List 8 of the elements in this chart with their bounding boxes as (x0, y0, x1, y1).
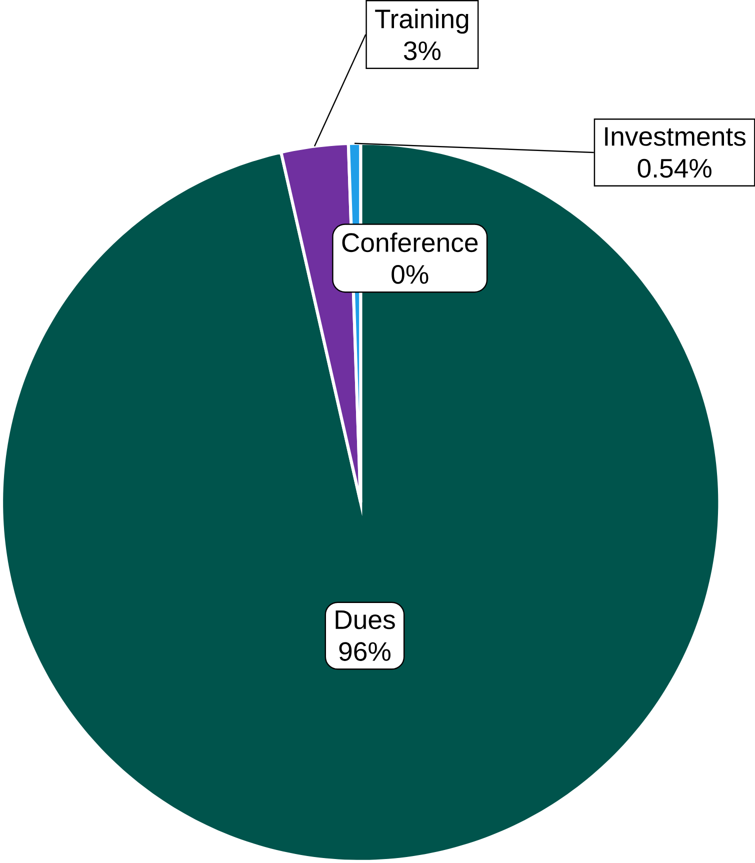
data-label: 0.54% (638, 158, 712, 178)
data-label: 96% (339, 642, 390, 661)
slice-label: Training (374, 8, 468, 34)
legend-label: Conference (342, 232, 478, 252)
slice-label: Investments (605, 127, 746, 146)
text: 0% (391, 264, 428, 284)
slice-label: Dues (336, 610, 395, 630)
data-label: 3% (404, 41, 440, 60)
